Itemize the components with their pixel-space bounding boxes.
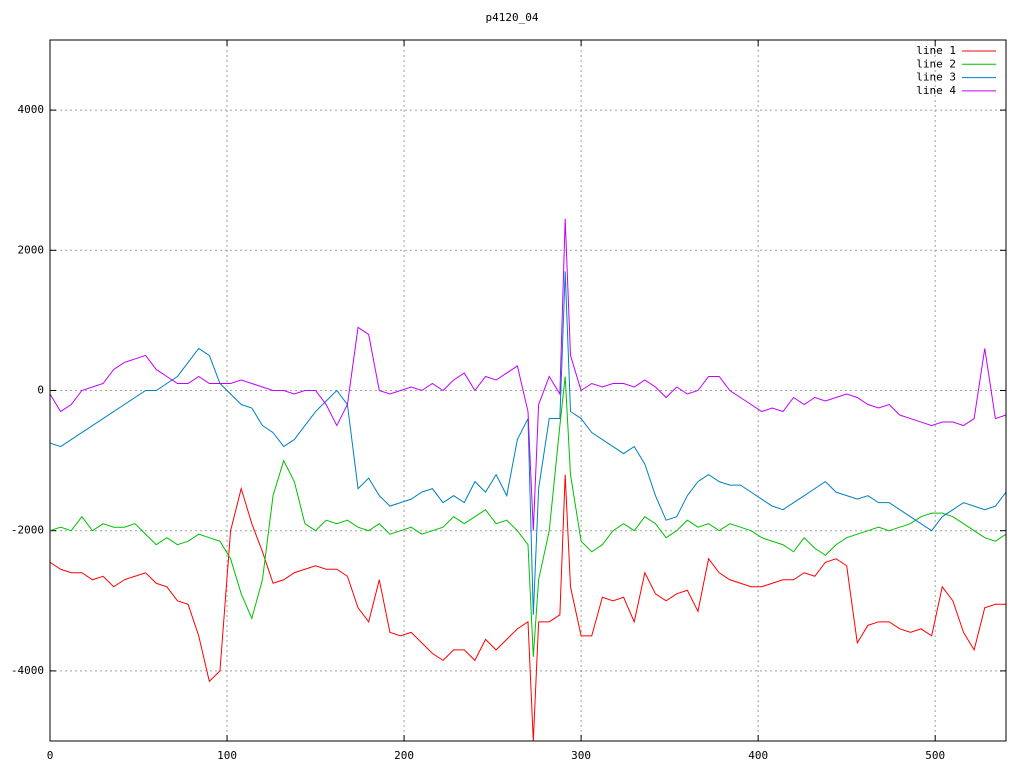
x-tick-label: 400 <box>748 749 768 762</box>
y-tick-label: 0 <box>37 384 44 397</box>
legend-label: line 2 <box>916 57 956 70</box>
y-tick-label: -4000 <box>11 664 44 677</box>
y-tick-label: 2000 <box>18 243 45 256</box>
legend-label: line 1 <box>916 44 956 57</box>
line-series <box>49 271 1007 615</box>
plot-border <box>49 39 1007 742</box>
x-tick-label: 100 <box>217 749 237 762</box>
x-tick-label: 300 <box>571 749 591 762</box>
chart-title: p4120_04 <box>486 11 539 24</box>
x-tick-label: 200 <box>394 749 414 762</box>
legend-label: line 3 <box>916 71 956 84</box>
x-tick-label: 0 <box>47 749 54 762</box>
line-series <box>49 376 1007 657</box>
y-tick-label: 4000 <box>18 103 45 116</box>
x-tick-label: 500 <box>925 749 945 762</box>
legend-label: line 4 <box>916 84 956 97</box>
line-series <box>49 218 1007 531</box>
y-tick-label: -2000 <box>11 524 44 537</box>
